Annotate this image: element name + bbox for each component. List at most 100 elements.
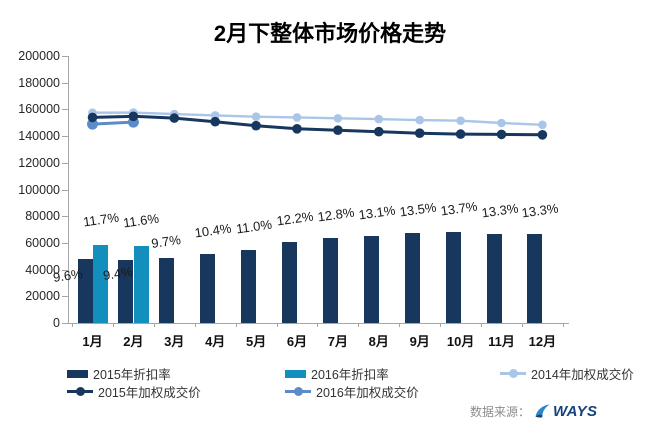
x-axis-tick-mark [317,323,319,327]
bar-2015-discount [200,253,216,323]
bar-2015-discount [118,260,134,323]
bar-2015-discount [159,258,175,323]
line-2015-weighted-price-marker [169,113,180,123]
line-2015-weighted-price-marker [87,112,98,123]
legend-item: 2016年折扣率 [285,364,389,383]
y-axis-tick-mark [62,296,68,298]
bar-2015-discount [404,232,420,323]
x-axis-label: 11月 [488,334,515,349]
line-2015-weighted-price-marker [537,130,548,140]
legend-line-marker [75,387,85,396]
x-axis-tick-mark [194,323,196,327]
y-axis-tick-label: 0 [53,316,60,330]
line-2014-weighted-price-marker [497,118,506,128]
x-axis-tick-mark [276,323,278,327]
line-2015-weighted-price [92,114,543,137]
legend-line-swatch [67,387,93,396]
legend-line-marker [293,387,303,396]
x-axis-label: 10月 [446,334,475,349]
line-2015-weighted-price-marker [210,116,220,127]
line-2015-weighted-price-marker [292,124,302,134]
x-axis-label: 8月 [368,334,389,349]
y-axis-tick-label: 80000 [25,209,60,224]
y-axis-tick-mark [62,109,68,111]
y-axis-tick-mark [62,56,68,57]
x-axis-tick-mark [235,323,237,327]
x-axis-label: 5月 [245,334,267,349]
bar-2016-discount [133,245,149,323]
line-2014-weighted-price-marker [333,114,343,123]
legend-item: 2015年折扣率 [67,364,171,383]
x-axis-tick-mark [440,323,442,327]
legend-item-label: 2015年折扣率 [93,368,171,382]
bar-2015-discount [241,249,257,323]
y-axis-tick-mark [62,323,68,324]
y-axis-tick-mark [62,242,68,244]
legend-item-label: 2016年加权成交价 [316,386,419,400]
bar-2015-discount [363,235,379,323]
plot-area: 1月 2月 3月 4月 5月 6月 7月 8月 9月 10月 11月 12月 9.6% 9.4% 9.7% 1… [52,56,569,349]
legend-line-marker [508,369,518,378]
x-axis-tick-mark [399,323,401,327]
x-axis-label: 7月 [327,334,349,349]
price-lines-svg [87,108,548,140]
line-2015-weighted-price-marker [414,128,425,138]
line-2015-weighted-price-marker [455,129,466,139]
legend-item: 2016年加权成交价 [285,382,419,401]
bar-2015-discount [77,258,93,323]
x-axis-label: 9月 [409,334,430,349]
legend-item: 2015年加权成交价 [67,382,201,401]
x-axis-tick-mark [112,323,114,327]
x-axis-tick-mark [153,323,155,327]
y-axis-tick-mark [62,82,68,84]
bar-2015-discount [527,234,543,323]
x-axis-label: 4月 [205,334,226,349]
data-source-label: 数据来源： [470,405,531,419]
y-axis-tick-mark [62,189,68,191]
y-axis-tick-label: 100000 [18,182,60,197]
x-axis-label: 3月 [164,334,185,349]
x-axis-tick-mark [481,323,483,327]
y-axis-tick-label: 20000 [25,289,60,304]
legend-bar-swatch [67,369,88,378]
x-axis-tick-mark [521,323,523,327]
bar-2015-discount [282,241,297,323]
y-axis-tick-label: 200000 [18,49,60,63]
line-2014-weighted-price-marker [374,114,384,124]
y-axis-tick-label: 180000 [18,75,60,90]
y-axis-tick-mark [62,162,68,164]
bar-2015-discount [486,234,502,323]
line-2014-weighted-price-marker [538,120,547,130]
legend-line-swatch [500,369,526,378]
line-2014-weighted-price-marker [251,112,261,121]
line-2015-weighted-price-marker [333,125,343,135]
line-2014-weighted-price-marker [456,116,465,125]
y-axis-tick-label: 40000 [25,262,60,277]
y-axis-tick-mark [62,136,68,138]
ways-logo-icon [535,404,550,418]
x-axis-tick-mark [72,323,74,327]
y-axis-tick-label: 60000 [25,235,60,250]
x-axis-tick-mark [358,323,360,327]
line-2015-weighted-price-marker [374,126,384,137]
y-axis-tick-label: 140000 [18,129,60,144]
x-axis-label: 1月 [82,334,103,349]
legend-item: 2014年加权成交价 [500,364,634,383]
legend-line-swatch [285,387,311,396]
line-2016-weighted-price [92,120,134,126]
data-source: 数据来源： WAYS [470,403,597,420]
x-axis-label: 6月 [286,334,308,349]
bar-2016-discount [92,244,108,323]
line-2015-weighted-price-marker [128,111,139,122]
x-axis-tick-mark [562,323,564,327]
y-axis-tick-label: 120000 [18,155,60,170]
line-2014-weighted-price-marker [415,115,425,125]
legend-item-label: 2016年折扣率 [311,368,389,382]
x-axis-label: 2月 [123,334,144,349]
chart-title: 2月下整体市场价格走势 [213,21,447,46]
line-2014-weighted-price [92,111,543,126]
legend-item-label: 2015年加权成交价 [98,386,201,400]
bar-2015-discount [322,237,338,323]
y-axis-tick-label: 160000 [18,102,60,117]
legend-bar-swatch [285,369,306,378]
